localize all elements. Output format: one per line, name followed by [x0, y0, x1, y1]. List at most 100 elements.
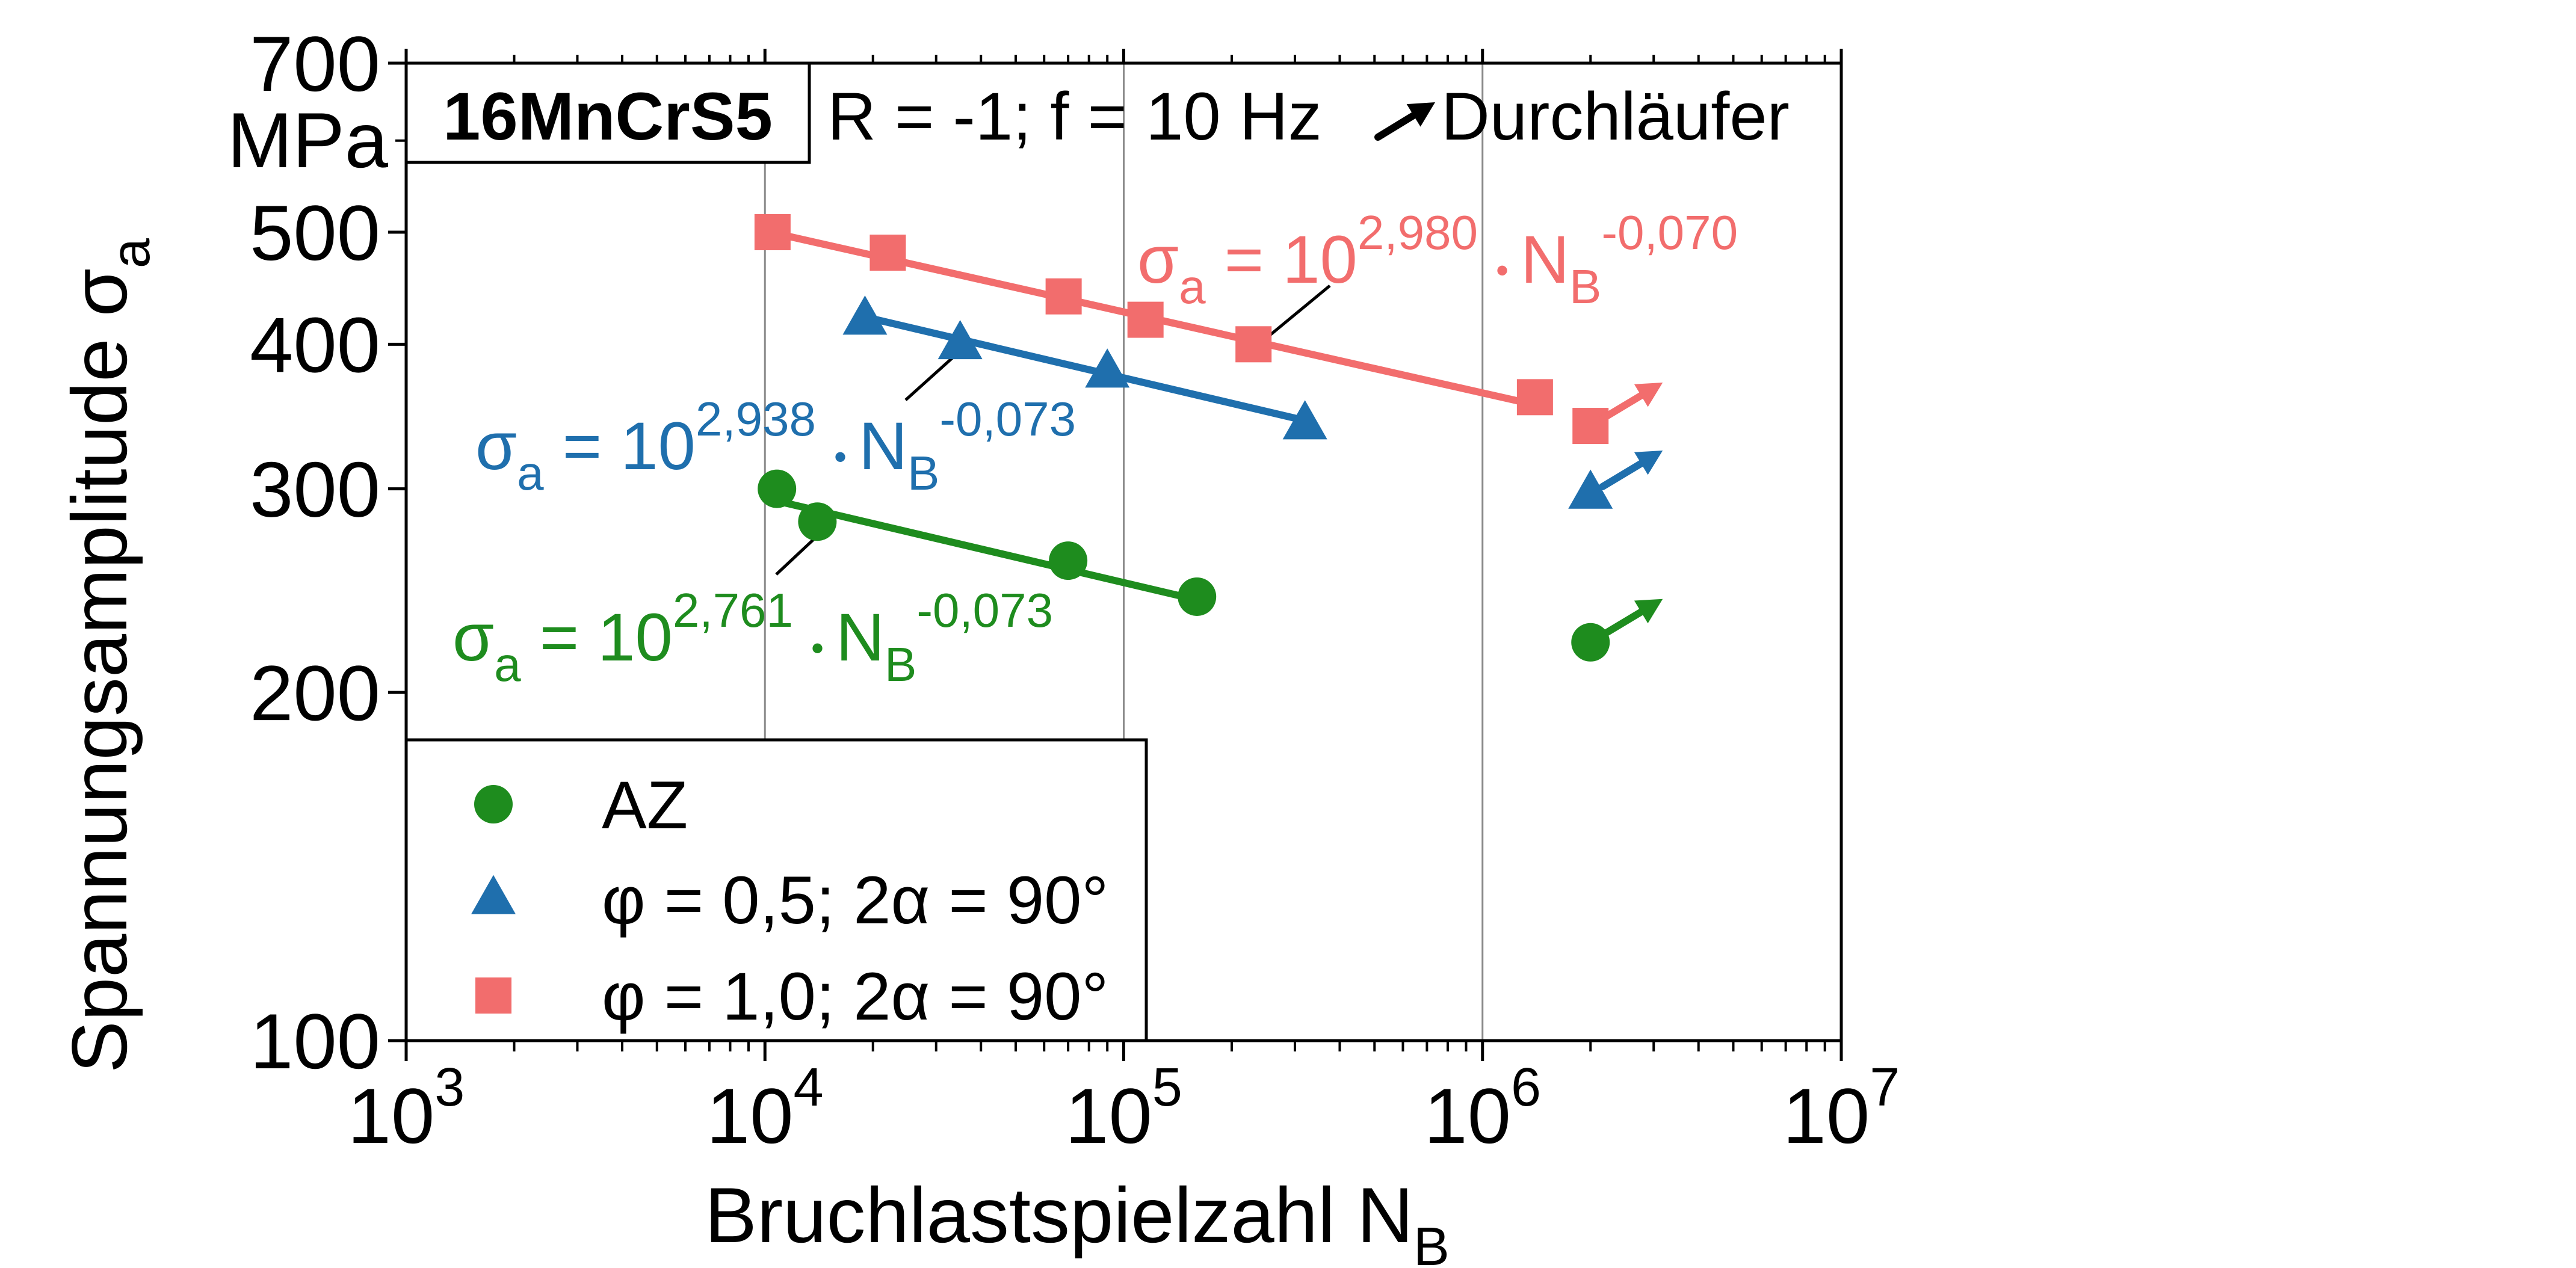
runout-arrow-head [1406, 102, 1435, 127]
x-tick-label: 103 [348, 1057, 465, 1160]
equation-n-sub: B [1569, 260, 1601, 313]
runout-arrow-1 [1599, 450, 1663, 490]
data-point-0 [758, 469, 797, 508]
equation-base: = 10 [521, 600, 673, 675]
runout-arrow-0 [1599, 599, 1663, 639]
runout-arrow-head [1634, 383, 1663, 407]
runout-arrow-head [1634, 599, 1663, 624]
runout-markers [1568, 383, 1663, 662]
y-tick-label: 700 [250, 20, 380, 108]
runout-arrow-shaft [1599, 460, 1645, 490]
runout-legend-arrow [1374, 102, 1435, 141]
data-point-1 [842, 295, 888, 335]
data-point-2 [1045, 278, 1082, 315]
x-tick-exponent: 3 [434, 1057, 465, 1118]
data-point-0 [798, 502, 837, 541]
fit-line-1 [864, 313, 1306, 424]
x-axis-title-main: Bruchlastspielzahl N [705, 1171, 1413, 1259]
equation-exponent: -0,073 [916, 583, 1053, 637]
equation-n: N [1521, 222, 1569, 297]
x-tick-base: 10 [1065, 1072, 1152, 1160]
equation-exponent: -0,073 [939, 392, 1076, 446]
equation-sigma-sub: a [1179, 260, 1206, 313]
runout-arrow-shaft [1599, 392, 1645, 423]
equation-n: N [836, 600, 885, 675]
x-tick-label: 107 [1783, 1057, 1900, 1160]
equation-coef: 2,761 [673, 583, 793, 637]
equation-sigma-sub: a [494, 638, 521, 691]
data-point-1 [937, 319, 983, 360]
equation-leader-2 [1259, 285, 1331, 344]
legend-marker-1 [471, 875, 516, 914]
y-tick-label: 200 [250, 649, 380, 737]
legend-marker-0 [474, 785, 513, 823]
runout-point-2 [1572, 408, 1609, 445]
y-tick-label: 500 [250, 189, 380, 277]
equation-dot: • [834, 437, 847, 477]
runout-arrow-shaft [1599, 608, 1645, 639]
data-point-2 [1127, 301, 1164, 338]
equation-1: σa = 102,938 • NB-0,073 [475, 392, 1076, 500]
data-point-0 [1178, 577, 1217, 616]
equation-sigma: σ [475, 408, 517, 484]
x-tick-label: 104 [706, 1057, 824, 1160]
chart-text: 103 104 105 106 107100200300400500700Bruchla… [55, 20, 1900, 1268]
x-tick-exponent: 5 [1152, 1057, 1182, 1118]
y-axis-unit: MPa [227, 96, 389, 184]
runout-label: Durchläufer [1441, 79, 1790, 154]
legend-marker-2 [475, 977, 511, 1014]
x-tick-base: 10 [1424, 1072, 1511, 1160]
runout-arrow-2 [1599, 383, 1663, 423]
x-axis-title-sub: B [1413, 1217, 1450, 1268]
equation-0: σa = 102,761 • NB-0,073 [452, 583, 1053, 691]
data-point-2 [1235, 326, 1272, 363]
x-tick-label: 106 [1424, 1057, 1541, 1160]
x-tick-exponent: 6 [1511, 1057, 1541, 1118]
runout-point-0 [1571, 623, 1610, 662]
data-point-1 [1282, 400, 1327, 440]
equation-coef: 2,938 [696, 392, 816, 446]
equation-coef: 2,980 [1357, 206, 1478, 259]
data-point-1 [1085, 348, 1130, 388]
equation-exponent: -0,070 [1601, 206, 1738, 259]
legend: AZ φ = 0,5; 2α = 90° φ = 1,0; 2α = 90° [404, 738, 1148, 1042]
data-point-2 [1516, 379, 1553, 416]
legend-label-0: AZ [602, 768, 688, 843]
fit-line-0 [776, 497, 1198, 604]
equation-base: = 10 [544, 408, 696, 484]
legend-label-1: φ = 0,5; 2α = 90° [602, 863, 1108, 938]
legend-box [404, 738, 1148, 1042]
x-tick-base: 10 [1783, 1072, 1870, 1160]
material-label: 16MnCrS5 [443, 79, 773, 154]
equation-sigma: σ [452, 600, 494, 675]
x-tick-exponent: 7 [1870, 1057, 1900, 1118]
y-tick-label: 300 [250, 446, 380, 534]
data-point-0 [1049, 541, 1088, 580]
axes: AZ φ = 0,5; 2α = 90° φ = 1,0; 2α = 90° [388, 49, 1843, 1061]
equation-n-sub: B [907, 446, 939, 500]
x-tick-label: 105 [1065, 1057, 1182, 1160]
equation-dot: • [811, 628, 824, 668]
runout-arrow-head [1634, 450, 1663, 475]
y-tick-label: 400 [250, 301, 380, 389]
equation-2: σa = 102,980 • NB-0,070 [1137, 206, 1738, 313]
equation-base: = 10 [1206, 222, 1357, 297]
runout-arrow-shaft [1374, 111, 1418, 141]
data-points [754, 214, 1553, 616]
equation-n-sub: B [885, 638, 916, 691]
condition-label: R = -1; f = 10 Hz [827, 79, 1322, 154]
y-axis-title: Spannungsamplitude σa [55, 238, 161, 1073]
x-axis-title: Bruchlastspielzahl NB [705, 1171, 1450, 1268]
x-tick-base: 10 [348, 1072, 435, 1160]
legend-label-2: φ = 1,0; 2α = 90° [602, 959, 1108, 1034]
material-box [404, 61, 811, 164]
runout-point-1 [1568, 469, 1613, 509]
y-tick-label: 100 [250, 997, 380, 1085]
data-point-2 [754, 214, 791, 250]
equation-sigma-sub: a [517, 446, 544, 500]
data-point-2 [869, 235, 906, 271]
y-axis-title-sub: a [101, 238, 161, 268]
equation-sigma: σ [1137, 222, 1179, 297]
x-tick-exponent: 4 [794, 1057, 824, 1118]
